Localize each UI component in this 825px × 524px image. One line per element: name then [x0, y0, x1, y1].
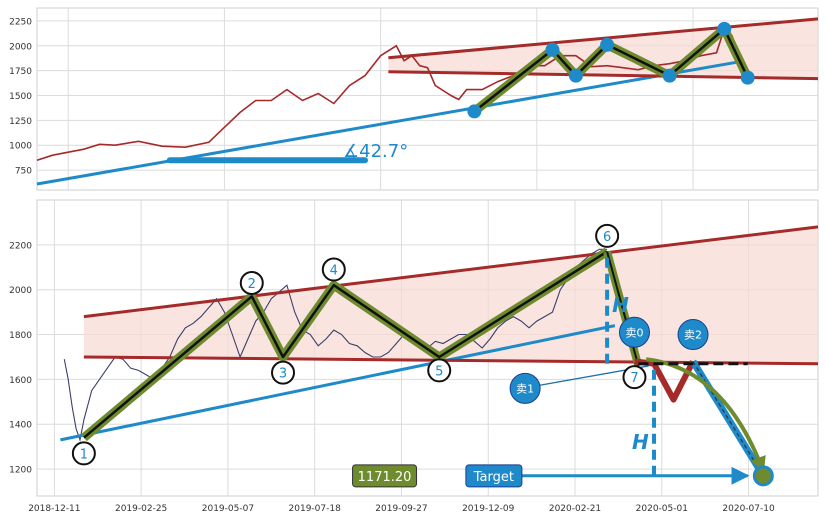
bottom-point-label: 5: [435, 364, 443, 379]
bottom-x-tick-label: 2020-02-21: [549, 504, 601, 514]
bottom-price-badge: [352, 464, 418, 488]
bottom-x-tick-label: 2020-07-10: [722, 504, 775, 514]
bottom-point-marker: [622, 365, 647, 390]
bottom-curved-arrow: [645, 357, 766, 473]
bottom-point-label: 4: [330, 264, 338, 279]
top-y-tick-label: 2250: [9, 17, 32, 27]
top-angle-label: ∡42.7°: [343, 141, 408, 162]
top-pivot-dot: [600, 37, 615, 52]
bottom-target-point: [752, 465, 774, 487]
bottom-point-marker: [427, 358, 452, 383]
top-y-tick-label: 2000: [9, 42, 32, 52]
top-pivot-dot: [717, 21, 732, 36]
bottom-x-tick-label: 2020-05-01: [636, 504, 688, 514]
bottom-target-badge-text: Target: [473, 470, 514, 485]
bottom-support-line: [60, 324, 616, 442]
top-y-tick-label: 750: [15, 167, 32, 177]
top-pivot-dot: [545, 42, 560, 57]
bottom-sell-marker: [509, 372, 541, 404]
bottom-height-label: H: [632, 430, 649, 454]
bottom-x-tick-label: 2019-05-07: [202, 504, 254, 514]
bottom-sell-label: 卖2: [684, 329, 702, 342]
bottom-point-marker: [71, 441, 96, 466]
top-pivot-dot: [740, 70, 755, 85]
top-y-tick-label: 1000: [9, 142, 32, 152]
top-y-tick-label: 1500: [9, 92, 32, 102]
top-pivot-dot: [467, 104, 482, 119]
top-upper-channel-line: [388, 17, 819, 60]
top-y-tick-label: 1250: [9, 117, 32, 127]
bottom-point-label: 7: [630, 371, 638, 386]
bottom-price-badge-text: 1171.20: [358, 470, 412, 485]
bottom-point-label: 6: [603, 230, 611, 245]
bottom-zigzag-core: [83, 250, 608, 439]
bottom-point-marker: [321, 257, 346, 282]
bottom-point-marker: [271, 360, 296, 385]
bottom-point-label: 3: [279, 367, 287, 382]
bottom-sell-marker: [618, 316, 650, 348]
bottom-x-tick-label: 2019-07-18: [289, 504, 342, 514]
top-pivot-dot: [568, 68, 583, 83]
bottom-target-path-core: [692, 361, 764, 477]
bottom-y-tick-label: 1400: [9, 421, 32, 431]
bottom-y-tick-label: 1800: [9, 331, 32, 341]
top-pivot-dot: [662, 68, 677, 83]
bottom-target-badge: [465, 464, 523, 488]
bottom-sell-label: 卖1: [516, 382, 534, 395]
top-y-tick-label: 1750: [9, 67, 32, 77]
top-support-line: [36, 60, 741, 186]
bottom-point-label: 2: [248, 277, 256, 292]
bottom-sell-marker: [677, 319, 709, 351]
bottom-y-tick-label: 2200: [9, 241, 32, 251]
bottom-point-label: 1: [80, 447, 88, 462]
bottom-point-marker: [239, 270, 264, 295]
bottom-x-tick-label: 2019-09-27: [375, 504, 427, 514]
bottom-point-marker: [595, 223, 620, 248]
bottom-sell-label: 卖0: [625, 326, 643, 339]
bottom-x-tick-label: 2019-12-09: [462, 504, 515, 514]
bottom-height-label: H: [612, 293, 629, 317]
bottom-upper-channel-line: [83, 225, 819, 319]
bottom-y-tick-label: 1200: [9, 466, 32, 476]
bottom-y-tick-label: 1600: [9, 376, 32, 386]
bottom-price-series: [63, 248, 608, 443]
bottom-y-tick-label: 2000: [9, 286, 32, 296]
bottom-x-tick-label: 2018-12-11: [28, 504, 80, 514]
bottom-x-tick-label: 2019-02-25: [115, 504, 167, 514]
